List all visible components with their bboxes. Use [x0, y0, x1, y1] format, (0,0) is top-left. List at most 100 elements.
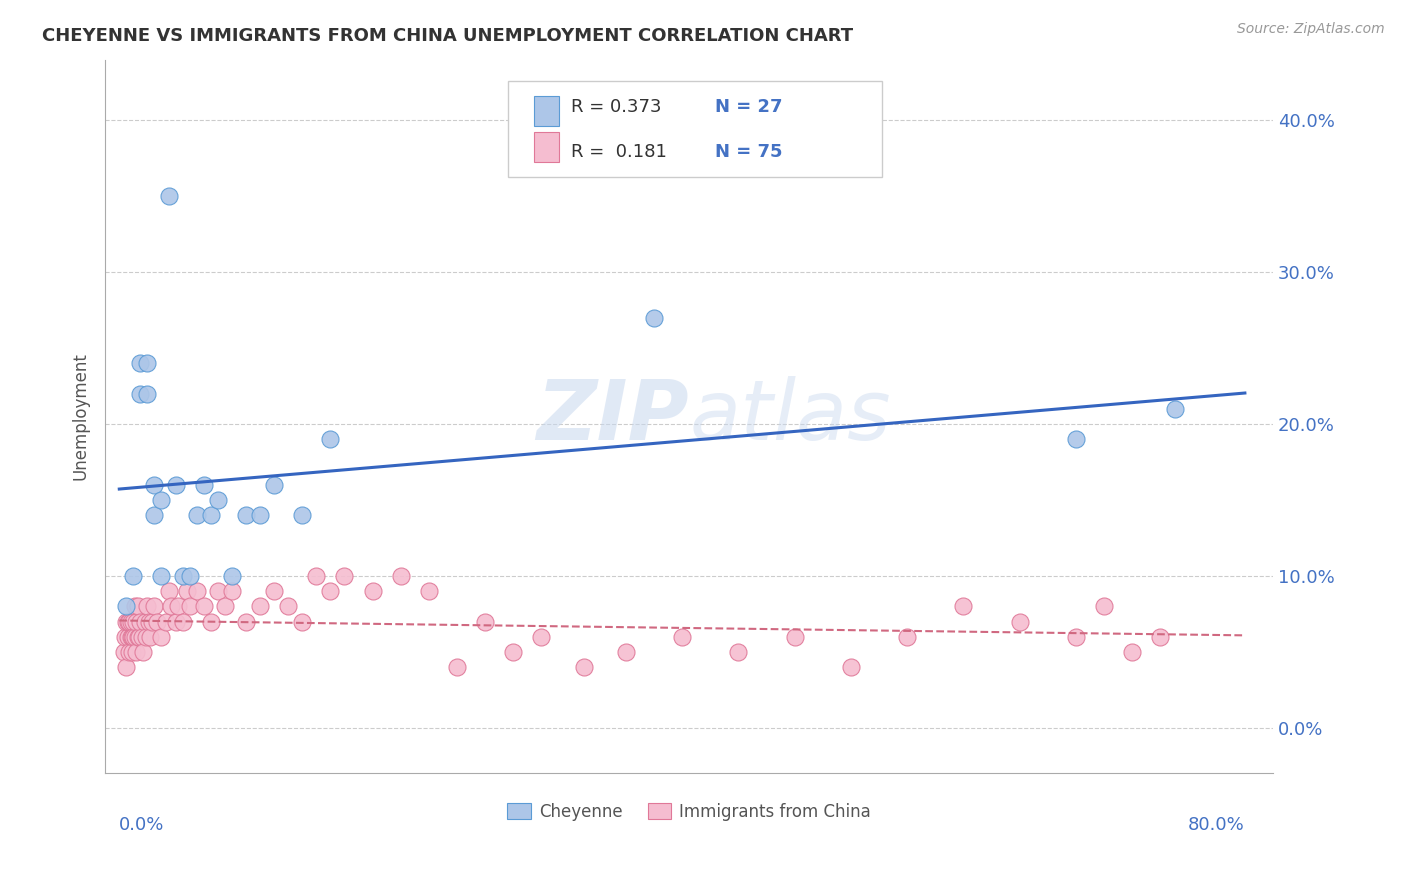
Point	[446, 660, 468, 674]
Text: 80.0%: 80.0%	[1188, 816, 1244, 834]
Text: ZIP: ZIP	[537, 376, 689, 457]
Point	[214, 599, 236, 614]
Point	[1064, 433, 1087, 447]
Point	[172, 569, 194, 583]
Point	[783, 630, 806, 644]
Point	[235, 615, 257, 629]
Point	[671, 630, 693, 644]
Point	[150, 630, 173, 644]
Point	[896, 630, 918, 644]
Point	[139, 630, 162, 644]
Point	[115, 660, 138, 674]
Point	[167, 599, 190, 614]
Point	[114, 630, 136, 644]
Point	[124, 630, 146, 644]
Point	[141, 615, 163, 629]
Point	[146, 615, 169, 629]
Point	[155, 615, 177, 629]
Point	[200, 615, 222, 629]
Point	[165, 615, 187, 629]
Point	[138, 615, 160, 629]
Text: 0.0%: 0.0%	[120, 816, 165, 834]
Point	[221, 584, 243, 599]
Point	[135, 630, 157, 644]
Point	[502, 645, 524, 659]
Point	[186, 508, 208, 523]
Point	[120, 630, 142, 644]
Point	[136, 599, 159, 614]
Point	[389, 569, 412, 583]
Point	[122, 615, 145, 629]
Point	[118, 645, 141, 659]
Bar	[534, 96, 560, 126]
Point	[176, 584, 198, 599]
Point	[143, 478, 166, 492]
Point	[132, 645, 155, 659]
Point	[179, 599, 201, 614]
Point	[1163, 401, 1185, 416]
Text: atlas: atlas	[689, 376, 891, 457]
Point	[172, 615, 194, 629]
Point	[143, 599, 166, 614]
Point	[530, 630, 553, 644]
Point	[333, 569, 356, 583]
Point	[277, 599, 299, 614]
Point	[952, 599, 974, 614]
Point	[129, 386, 152, 401]
Text: R =  0.181: R = 0.181	[571, 144, 666, 161]
Text: N = 75: N = 75	[714, 144, 782, 161]
Point	[157, 189, 180, 203]
Point	[727, 645, 749, 659]
Point	[129, 615, 152, 629]
Point	[150, 493, 173, 508]
Point	[125, 615, 148, 629]
Bar	[534, 132, 560, 161]
Point	[614, 645, 637, 659]
Point	[125, 645, 148, 659]
Point	[1008, 615, 1031, 629]
Point	[839, 660, 862, 674]
Point	[361, 584, 384, 599]
Point	[643, 310, 665, 325]
Point	[124, 599, 146, 614]
Point	[112, 645, 135, 659]
Point	[474, 615, 496, 629]
Point	[319, 584, 342, 599]
Point	[1064, 630, 1087, 644]
Point	[131, 630, 153, 644]
Point	[121, 645, 143, 659]
Point	[115, 615, 138, 629]
Point	[186, 584, 208, 599]
Point	[157, 584, 180, 599]
Legend: Cheyenne, Immigrants from China: Cheyenne, Immigrants from China	[499, 795, 879, 830]
Point	[249, 508, 271, 523]
Text: CHEYENNE VS IMMIGRANTS FROM CHINA UNEMPLOYMENT CORRELATION CHART: CHEYENNE VS IMMIGRANTS FROM CHINA UNEMPL…	[42, 27, 853, 45]
Point	[319, 433, 342, 447]
Point	[115, 599, 138, 614]
Point	[122, 630, 145, 644]
Point	[150, 569, 173, 583]
Point	[118, 615, 141, 629]
Point	[127, 630, 149, 644]
Point	[160, 599, 183, 614]
Point	[305, 569, 328, 583]
Y-axis label: Unemployment: Unemployment	[72, 352, 89, 481]
Point	[249, 599, 271, 614]
Point	[207, 584, 229, 599]
Point	[1121, 645, 1143, 659]
Point	[129, 356, 152, 370]
Point	[263, 584, 285, 599]
Point	[193, 478, 215, 492]
Point	[179, 569, 201, 583]
Point	[291, 615, 314, 629]
Point	[1092, 599, 1115, 614]
Point	[117, 630, 139, 644]
Point	[136, 356, 159, 370]
Point	[121, 630, 143, 644]
Point	[207, 493, 229, 508]
Point	[572, 660, 595, 674]
Point	[235, 508, 257, 523]
Point	[1149, 630, 1171, 644]
Point	[120, 615, 142, 629]
Point	[263, 478, 285, 492]
